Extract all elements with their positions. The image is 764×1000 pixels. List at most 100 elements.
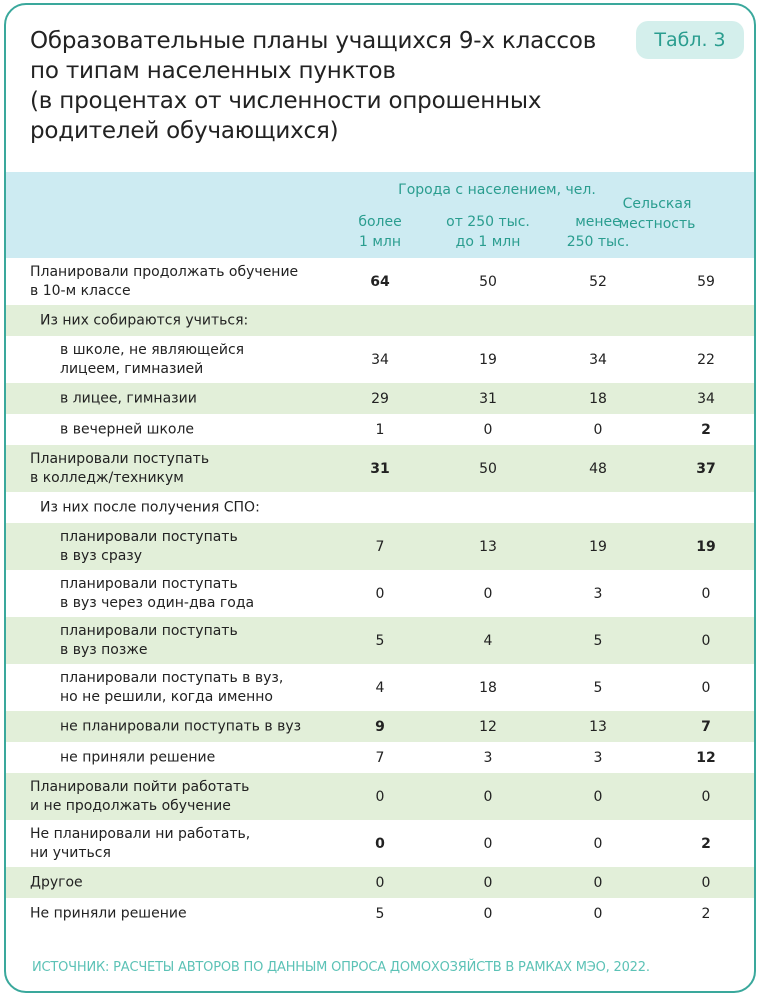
row-label: планировали поступать в вуз, но не решили… [60, 669, 284, 705]
cell-value: 0 [701, 632, 711, 649]
cell-value: 5 [593, 679, 603, 696]
cell-value: 34 [589, 351, 607, 368]
table-row: не приняли решение 7 3 3 12 [6, 742, 754, 773]
table-row: планировали поступать в вуз сразу 7 13 19 19 [6, 523, 754, 570]
cell-value: 0 [483, 835, 493, 852]
row-label: планировали поступать в вуз позже [60, 622, 238, 658]
row-label: не приняли решение [60, 749, 216, 765]
table-title: Образовательные планы учащихся 9-х класс… [30, 26, 620, 146]
cell-value: 4 [375, 679, 385, 696]
row-label: Планировали пойти работать и не продолжат… [30, 778, 250, 814]
cell-value: 64 [370, 273, 390, 290]
table-row: Из них собираются учиться: [6, 305, 754, 336]
row-label: Не планировали ни работать, ни учиться [30, 825, 251, 861]
cell-value: 3 [593, 749, 603, 766]
cell-value: 0 [375, 874, 385, 891]
cell-value: 34 [697, 390, 715, 407]
cell-value: 7 [375, 749, 385, 766]
table-body: Планировали продолжать обучение в 10-м кл… [6, 258, 754, 929]
cell-value: 18 [589, 390, 607, 407]
cell-value: 19 [589, 538, 607, 555]
cell-value: 0 [483, 874, 493, 891]
cell-value: 0 [701, 874, 711, 891]
cell-value: 0 [483, 905, 493, 922]
cell-value: 0 [593, 905, 603, 922]
col-header-250k-1m: от 250 тыс. до 1 млн [446, 214, 530, 250]
cell-value: 0 [701, 679, 711, 696]
cell-value: 3 [593, 585, 603, 602]
table-row: планировали поступать в вуз позже 5 4 5 0 [6, 617, 754, 664]
cell-value: 12 [479, 718, 497, 735]
cell-value: 0 [593, 421, 603, 438]
row-label: Планировали поступать в колледж/техникум [30, 450, 210, 486]
table-row: планировали поступать в вуз, но не решили… [6, 664, 754, 711]
cell-value: 59 [697, 273, 715, 290]
table-row: Планировали продолжать обучение в 10-м кл… [6, 258, 754, 305]
table-number-badge: Табл. 3 [636, 21, 744, 59]
cell-value: 5 [375, 905, 385, 922]
cell-value: 13 [479, 538, 497, 555]
row-label: Из них после получения СПО: [40, 499, 260, 515]
col-header-under-250k: менее 250 тыс. [566, 214, 630, 250]
cell-value: 0 [593, 835, 603, 852]
row-label: не планировали поступать в вуз [60, 718, 302, 734]
table-header: Города с населением, чел. более 1 млн от … [6, 172, 754, 258]
table-row: в школе, не являющейся лицеем, гимназией 3… [6, 336, 754, 383]
title-line: (в процентах от численности опрошенных [30, 88, 542, 114]
table-row: Из них после получения СПО: [6, 492, 754, 523]
cell-value: 50 [479, 273, 497, 290]
table-row: в лицее, гимназии 29 31 18 34 [6, 383, 754, 414]
cell-value: 52 [589, 273, 607, 290]
table-row: в вечерней школе 1 0 0 2 [6, 414, 754, 445]
table-card [4, 3, 756, 993]
cell-value: 18 [479, 679, 497, 696]
cell-value: 0 [375, 835, 385, 852]
row-label: Планировали продолжать обучение в 10-м кл… [30, 263, 299, 299]
cell-value: 48 [589, 460, 607, 477]
cell-value: 9 [375, 718, 385, 735]
cell-value: 1 [375, 421, 385, 438]
cell-value: 31 [370, 460, 390, 477]
cell-value: 0 [483, 788, 493, 805]
cell-value: 12 [696, 749, 716, 766]
cell-value: 37 [696, 460, 716, 477]
cell-value: 7 [375, 538, 385, 555]
cell-value: 34 [371, 351, 389, 368]
row-label: в лицее, гимназии [60, 390, 197, 406]
cell-value: 0 [483, 585, 493, 602]
cell-value: 31 [479, 390, 497, 407]
cell-value: 4 [483, 632, 493, 649]
cell-value: 0 [375, 788, 385, 805]
cell-value: 5 [375, 632, 385, 649]
table-row: Планировали поступать в колледж/техникум 3… [6, 445, 754, 492]
row-label: планировали поступать в вуз через один-дв… [60, 575, 255, 611]
cities-group-header: Города с населением, чел. [398, 182, 596, 198]
table-row: Другое 0 0 0 0 [6, 867, 754, 898]
cell-value: 22 [697, 351, 715, 368]
cell-value: 0 [593, 874, 603, 891]
table-row: Не приняли решение 5 0 0 2 [6, 898, 754, 929]
cell-value: 13 [589, 718, 607, 735]
cell-value: 0 [593, 788, 603, 805]
row-label: Не приняли решение [30, 905, 187, 921]
row-label: Из них собираются учиться: [40, 312, 249, 328]
cell-value: 0 [701, 788, 711, 805]
cell-value: 5 [593, 632, 603, 649]
cell-value: 3 [483, 749, 493, 766]
title-line: Образовательные планы учащихся 9-х класс… [30, 28, 597, 54]
table-row: не планировали поступать в вуз 9 12 13 7 [6, 711, 754, 742]
row-label: планировали поступать в вуз сразу [60, 528, 238, 564]
col-header-over-1m: более 1 млн [358, 214, 402, 250]
row-label: в школе, не являющейся лицеем, гимназией [60, 341, 245, 377]
table-row: Планировали пойти работать и не продолжат… [6, 773, 754, 820]
cell-value: 7 [701, 718, 711, 735]
cell-value: 0 [701, 585, 711, 602]
table-row: планировали поступать в вуз через один-дв… [6, 570, 754, 617]
cell-value: 29 [371, 390, 389, 407]
cell-value: 0 [375, 585, 385, 602]
cell-value: 2 [701, 835, 711, 852]
cell-value: 0 [483, 421, 493, 438]
table-row: Не планировали ни работать, ни учиться 0 0 0… [6, 820, 754, 867]
row-label: Другое [30, 874, 83, 890]
title-line: по типам населенных пунктов [30, 58, 396, 84]
